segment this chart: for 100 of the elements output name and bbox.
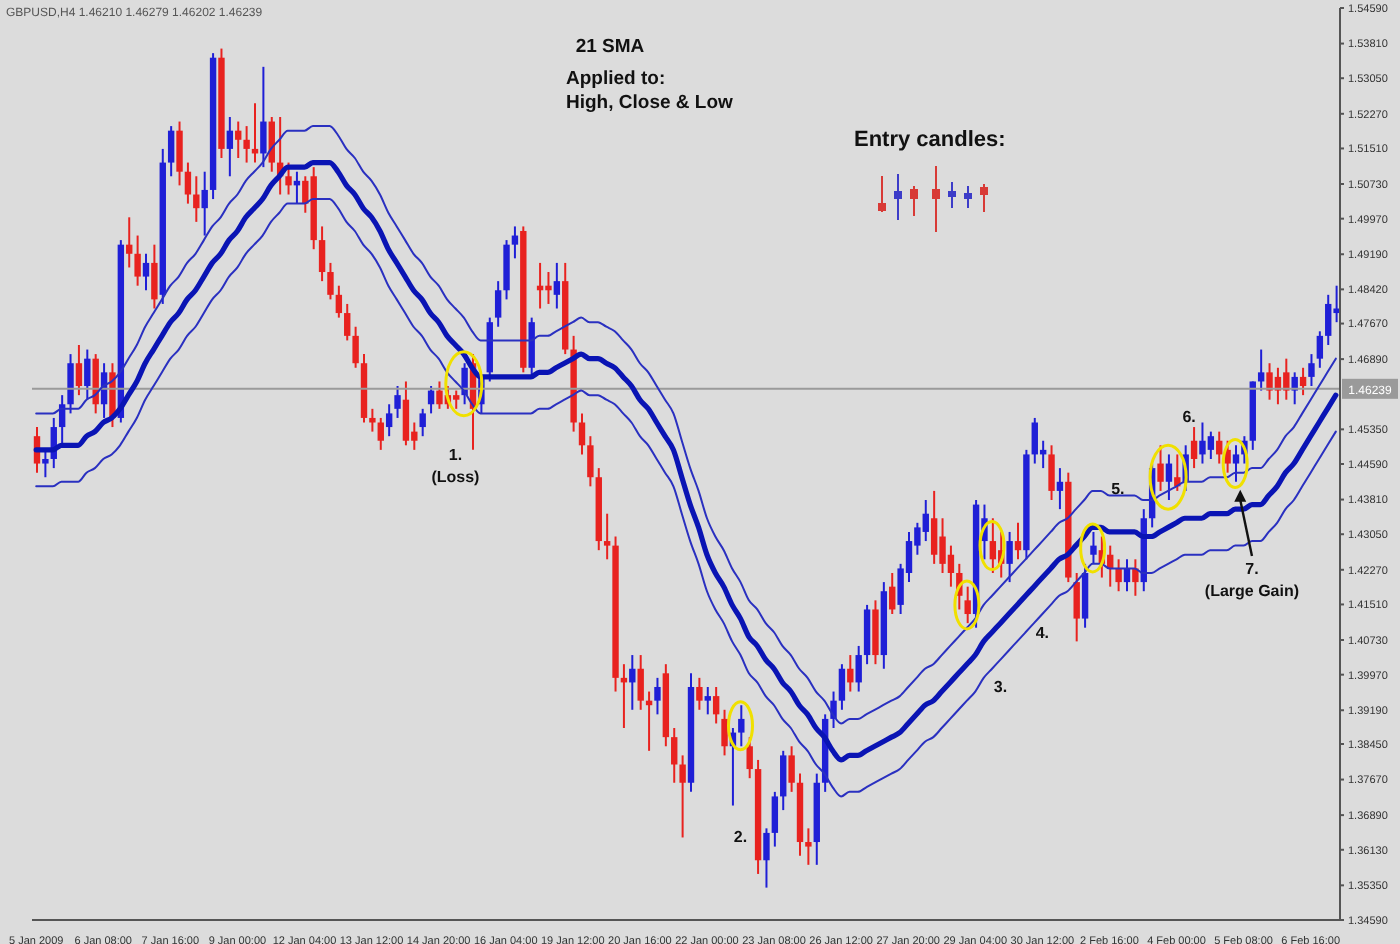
- candlestick: [780, 749, 787, 812]
- candlestick: [1056, 467, 1064, 511]
- candlestick: [1157, 444, 1164, 492]
- candlestick: [436, 380, 443, 410]
- candlestick: [830, 690, 837, 730]
- candlestick: [922, 499, 929, 543]
- annotation: 21 SMA: [575, 36, 645, 58]
- candlestick: [545, 271, 552, 305]
- candlestick: [553, 261, 561, 310]
- candlestick: [184, 161, 192, 205]
- candlestick: [855, 644, 862, 693]
- candlestick: [151, 243, 158, 310]
- candlestick: [629, 654, 636, 711]
- candlestick: [260, 65, 267, 169]
- candlestick: [788, 745, 795, 793]
- annotation: 5.: [1111, 480, 1125, 498]
- candlestick: [939, 517, 946, 574]
- candlestick: [712, 685, 720, 725]
- candlestick: [226, 115, 234, 178]
- candlestick: [679, 754, 686, 839]
- annotation: 6.: [1182, 408, 1196, 426]
- candlestick: [167, 125, 175, 178]
- candlestick: [847, 654, 854, 693]
- candlestick: [838, 663, 846, 711]
- annotation: 2.: [733, 828, 748, 846]
- candlestick: [134, 234, 141, 287]
- candlestick: [763, 827, 770, 889]
- candlestick: [494, 280, 502, 328]
- candlestick: [201, 170, 208, 237]
- candlestick: [503, 239, 510, 301]
- candlestick: [1081, 562, 1089, 629]
- candlestick: [1207, 430, 1215, 460]
- candlestick: [721, 708, 728, 757]
- candlestick: [1090, 530, 1097, 565]
- candlestick: [738, 704, 745, 748]
- candlestick: [805, 827, 812, 866]
- candlestick: [1031, 416, 1038, 465]
- candlestick: [1199, 421, 1206, 465]
- candlestick: [92, 353, 99, 415]
- annotation: High, Close & Low: [566, 92, 734, 114]
- annotation: Applied to:: [566, 68, 666, 90]
- candlestick: [1073, 571, 1080, 643]
- candlestick: [1132, 558, 1139, 597]
- candlestick: [176, 120, 183, 187]
- candlestick: [771, 790, 779, 848]
- candlestick: [863, 603, 871, 666]
- annotation: 1.: [448, 446, 463, 464]
- candlestick: [1257, 348, 1265, 392]
- candlestick: [318, 225, 326, 283]
- candlestick: [352, 325, 359, 369]
- candlestick: [84, 348, 91, 401]
- candlestick: [243, 125, 250, 164]
- candlestick: [453, 389, 460, 410]
- candlestick: [511, 225, 519, 260]
- candlestick: [671, 727, 678, 784]
- candlestick: [654, 676, 661, 716]
- candlestick: [1165, 453, 1173, 502]
- candlestick: [1266, 362, 1273, 401]
- annotation: 3.: [993, 678, 1008, 696]
- candlestick: [1048, 444, 1055, 502]
- candlestick: [75, 343, 83, 397]
- candlestick: [947, 544, 955, 588]
- candlestick: [142, 252, 150, 292]
- candlestick: [1232, 444, 1240, 483]
- candlestick: [67, 353, 74, 415]
- candlestick: [235, 120, 242, 160]
- candlestick: [696, 676, 703, 711]
- candlestick: [1325, 293, 1332, 346]
- candlestick: [394, 385, 401, 419]
- candlestick: [335, 284, 343, 319]
- candlestick: [344, 302, 351, 342]
- candlestick: [385, 403, 393, 438]
- candlestick: [872, 599, 879, 666]
- candlestick: [1283, 357, 1290, 401]
- candlestick: [327, 261, 334, 301]
- candlestick: [637, 654, 644, 711]
- candlestick: [1174, 453, 1181, 492]
- annotation: 7.: [1245, 560, 1259, 578]
- candlestick: [369, 407, 376, 433]
- candlestick: [704, 685, 711, 716]
- candlestick: [1006, 530, 1013, 584]
- annotation: (Large Gain): [1204, 582, 1300, 600]
- candlestick: [603, 512, 611, 561]
- candlestick: [578, 412, 586, 456]
- candlestick: [528, 316, 535, 378]
- candlestick: [1014, 521, 1022, 561]
- candlestick: [1316, 330, 1324, 369]
- annotation: Entry candles:: [854, 128, 1006, 152]
- candlestick: [377, 416, 384, 451]
- candlestick: [1115, 558, 1122, 593]
- candlestick: [126, 216, 133, 269]
- candlestick: [964, 585, 971, 625]
- candlestick: [419, 407, 426, 438]
- candlestick: [42, 448, 49, 479]
- annotation: 4.: [1035, 624, 1050, 642]
- candlestick: [1291, 371, 1298, 406]
- candlestick: [930, 489, 938, 565]
- candlestick: [1299, 366, 1307, 397]
- candlestick: [402, 380, 410, 447]
- annotation: (Loss): [431, 468, 481, 486]
